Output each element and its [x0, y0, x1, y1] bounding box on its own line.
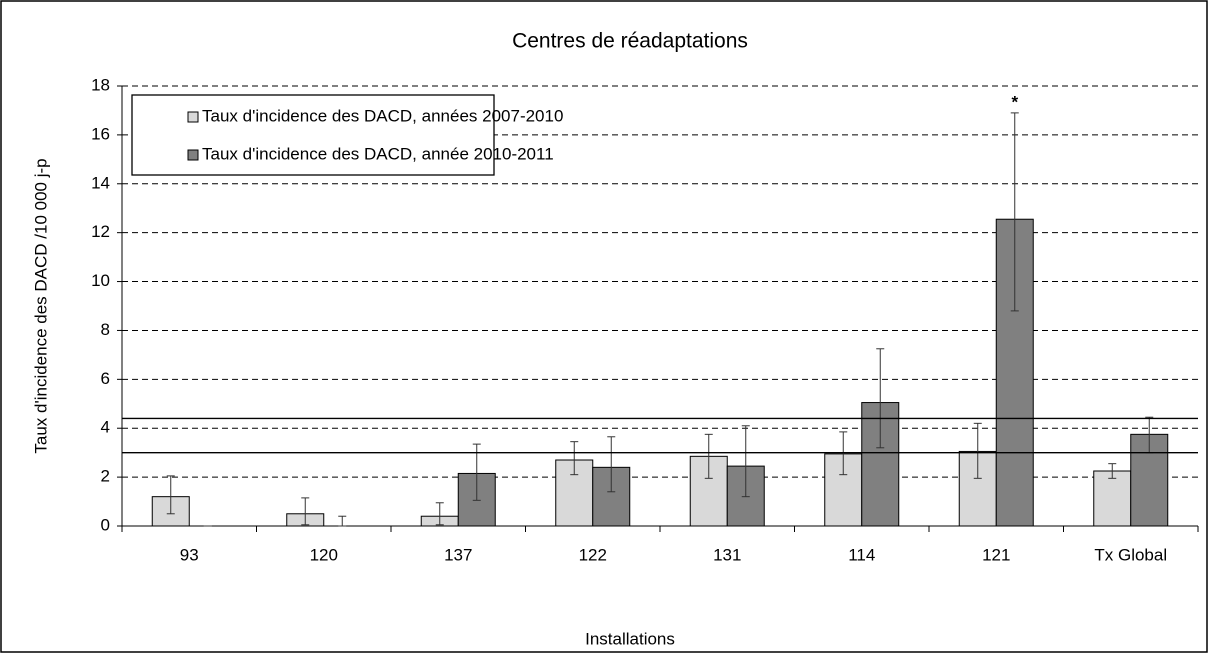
legend-label: Taux d'incidence des DACD, année 2010-20…	[202, 144, 554, 163]
x-tick-label: 114	[848, 545, 875, 564]
x-tick-label: 93	[180, 545, 199, 564]
y-axis-title: Taux d'incidence des DACD /10 000 j-p	[31, 158, 50, 453]
y-tick-label: 8	[101, 320, 110, 339]
chart-title: Centres de réadaptations	[512, 30, 748, 53]
legend-swatch	[187, 149, 199, 161]
x-axis-title: Installations	[585, 629, 675, 648]
x-tick-label: 121	[982, 545, 1010, 564]
x-tick-label: Tx Global	[1094, 545, 1167, 564]
y-tick-label: 6	[101, 369, 110, 388]
bar	[1093, 470, 1132, 527]
x-tick-label: 137	[444, 545, 472, 564]
annotation: *	[1011, 93, 1018, 112]
y-tick-label: 4	[101, 418, 110, 437]
y-tick-label: 10	[91, 271, 110, 290]
y-tick-label: 14	[91, 173, 110, 192]
y-tick-label: 12	[91, 222, 110, 241]
legend-label: Taux d'incidence des DACD, années 2007-2…	[202, 106, 563, 125]
y-tick-label: 2	[101, 467, 110, 486]
legend-box	[131, 94, 495, 176]
x-tick-label: 131	[713, 545, 741, 564]
x-tick-label: 120	[310, 545, 338, 564]
y-tick-label: 0	[101, 515, 110, 534]
x-tick-label: 122	[579, 545, 607, 564]
legend-swatch	[187, 111, 199, 123]
y-tick-label: 16	[91, 124, 110, 143]
y-tick-label: 18	[91, 75, 110, 94]
